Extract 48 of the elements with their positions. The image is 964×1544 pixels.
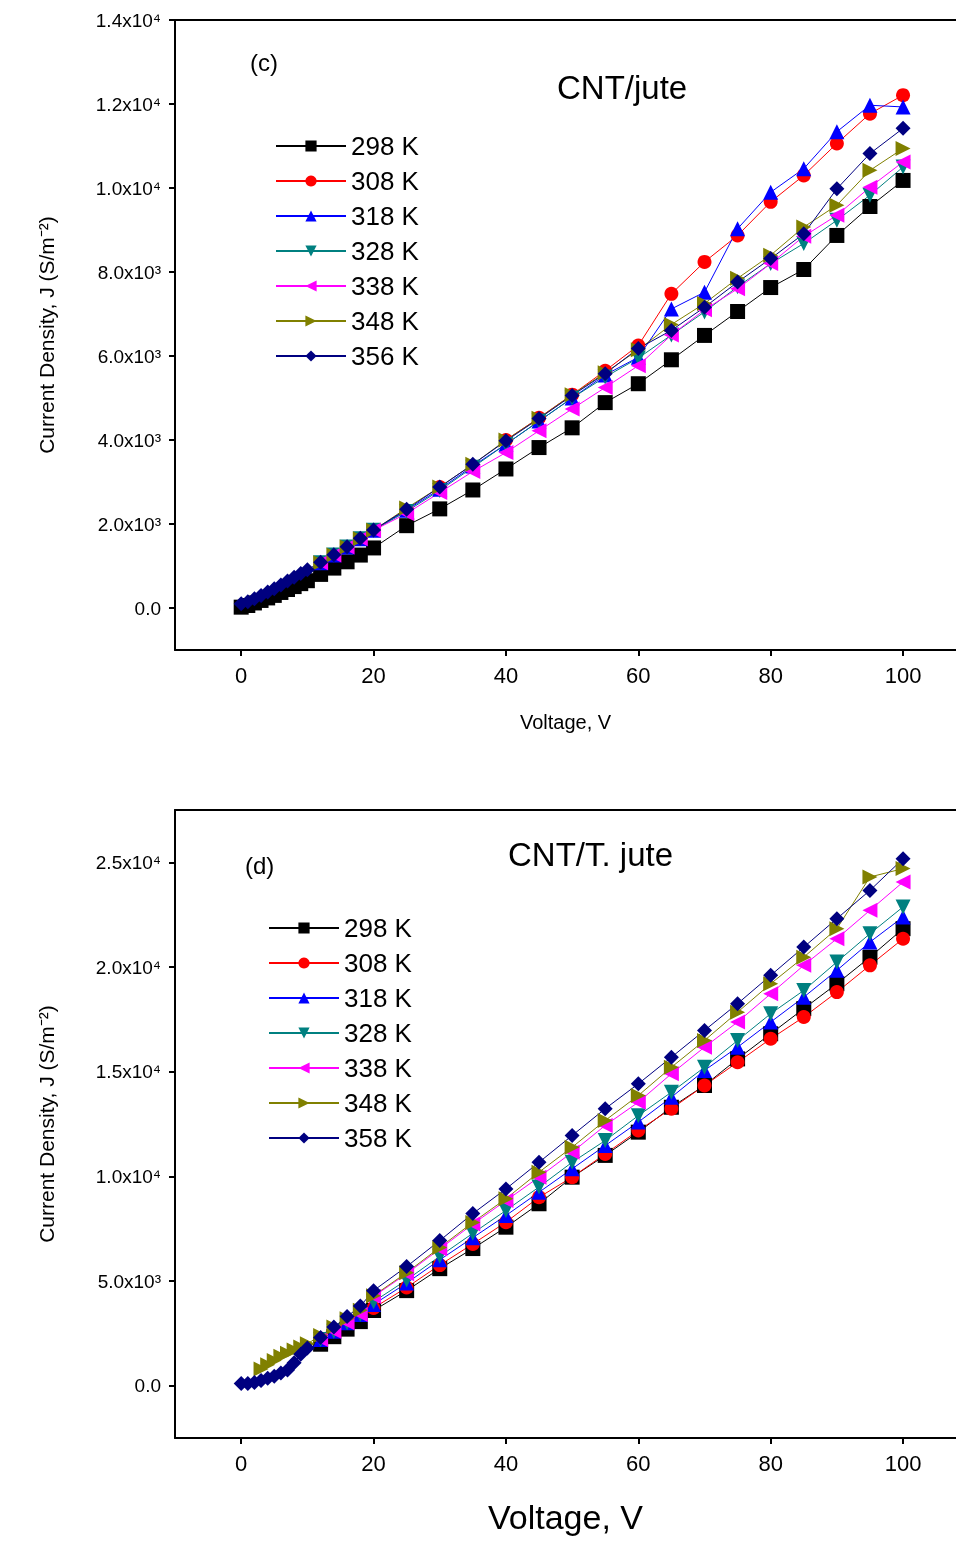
x-tick-label: 20	[361, 1450, 386, 1476]
y-tick-label: 1.2x10⁴	[95, 93, 161, 115]
y-tick-label: 1.0x10⁴	[95, 1165, 161, 1187]
x-tick-label: 20	[361, 662, 386, 688]
legend-label: 328 K	[344, 1018, 413, 1048]
x-tick-label: 60	[626, 1450, 651, 1476]
legend-label: 328 K	[351, 236, 420, 266]
x-tick-label: 40	[493, 662, 519, 688]
y-tick-label: 2.0x10³	[97, 513, 161, 535]
legend-label: 348 K	[351, 306, 420, 336]
text: CNT/T. jute	[508, 836, 674, 873]
legend-label: 308 K	[344, 948, 413, 978]
y-axis-title: Current Density, J (S/m⁻²)	[35, 1005, 58, 1243]
x-tick-label: 100	[884, 662, 922, 688]
x-tick-label: 0	[235, 662, 248, 688]
legend-label: 338 K	[344, 1053, 413, 1083]
legend-label: 318 K	[351, 201, 420, 231]
annotation: (d)	[245, 851, 275, 879]
legend-label: 318 K	[344, 983, 413, 1013]
x-axis-title: Voltage, V	[519, 711, 612, 733]
legend-label: 356 K	[351, 341, 420, 371]
x-tick-label: 60	[626, 662, 651, 688]
text: CNT/jute	[557, 69, 688, 106]
y-tick-label: 2.0x10⁴	[95, 956, 161, 978]
legend-label: 298 K	[344, 913, 413, 943]
legend-label: 338 K	[351, 271, 420, 301]
x-tick-label: 0	[235, 1450, 248, 1476]
y-tick-label: 8.0x10³	[97, 261, 161, 283]
x-tick-label: 80	[758, 662, 783, 688]
y-tick-label: 1.0x10⁴	[95, 177, 161, 199]
legend-label: 298 K	[351, 131, 420, 161]
legend-label: 348 K	[344, 1088, 413, 1118]
x-axis-title: Voltage, V	[487, 1498, 644, 1536]
y-tick-label: 0.0	[134, 1375, 161, 1397]
annotation: (c)	[250, 48, 278, 76]
x-tick-label: 40	[493, 1450, 519, 1476]
y-tick-label: 0.0	[134, 597, 161, 619]
legend-label: 308 K	[351, 166, 420, 196]
y-axis-title: Current Density, J (S/m⁻²)	[35, 216, 58, 454]
y-tick-label: 1.5x10⁴	[95, 1061, 161, 1083]
y-tick-label: 4.0x10³	[97, 429, 161, 451]
y-tick-label: 1.4x10⁴	[95, 9, 161, 31]
x-tick-label: 100	[884, 1450, 922, 1476]
y-tick-label: 5.0x10³	[97, 1270, 161, 1292]
y-tick-label: 2.5x10⁴	[95, 851, 161, 873]
legend-label: 358 K	[344, 1123, 413, 1153]
y-tick-label: 6.0x10³	[97, 345, 161, 367]
x-tick-label: 80	[758, 1450, 783, 1476]
